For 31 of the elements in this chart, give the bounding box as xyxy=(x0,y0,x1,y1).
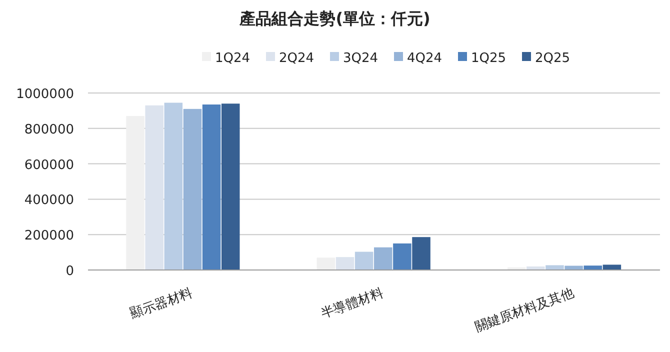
x-tick-label: 半導體材料 xyxy=(319,286,386,322)
bar xyxy=(164,102,183,270)
legend-label: 2Q24 xyxy=(279,51,314,66)
chart-title: 產品組合走勢(單位：仟元) xyxy=(238,9,430,28)
y-tick-label: 800000 xyxy=(24,122,74,138)
bar xyxy=(316,258,336,270)
x-tick-label: 顯示器材料 xyxy=(128,286,195,322)
bar xyxy=(354,252,374,270)
bar xyxy=(374,247,392,270)
bar xyxy=(202,104,221,270)
legend-label: 3Q24 xyxy=(343,51,378,66)
legend-label: 2Q25 xyxy=(535,51,570,66)
bar xyxy=(602,264,622,270)
bar xyxy=(126,116,144,270)
y-tick-label: 0 xyxy=(66,264,74,279)
legend-label: 1Q25 xyxy=(471,51,506,66)
bar xyxy=(221,104,240,270)
y-tick-label: 600000 xyxy=(24,158,74,173)
y-tick-label: 200000 xyxy=(24,228,74,244)
y-tick-label: 1000000 xyxy=(16,87,74,102)
bar xyxy=(145,105,164,270)
bar xyxy=(183,108,202,270)
bar xyxy=(412,237,430,270)
bar xyxy=(584,266,602,270)
legend-label: 4Q24 xyxy=(407,51,442,66)
legend-label: 1Q24 xyxy=(215,51,250,66)
bar xyxy=(546,265,564,270)
bar xyxy=(393,243,412,270)
x-tick-label: 關鍵原材料及其他 xyxy=(473,286,576,336)
y-tick-label: 400000 xyxy=(24,193,74,208)
bar xyxy=(336,257,354,270)
